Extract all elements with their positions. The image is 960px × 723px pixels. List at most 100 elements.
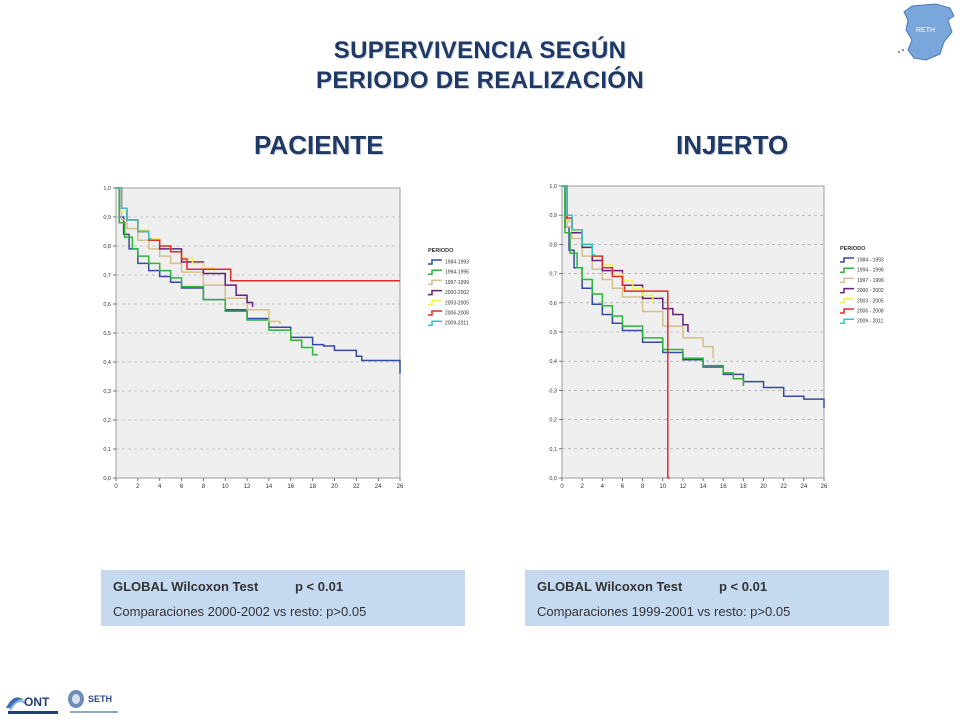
graft-series-1 <box>562 185 825 408</box>
patient-y-tick-label: 0,8 <box>103 244 111 250</box>
patient-x-tick-label: 14 <box>266 484 273 490</box>
patient-legend-swatch <box>428 259 442 265</box>
patient-x-tick-label: 18 <box>309 484 316 490</box>
graft-series-3 <box>562 185 714 359</box>
graft-x-tick-label: 18 <box>740 484 747 490</box>
graft-y-tick-label: 0,9 <box>549 213 557 219</box>
graft-x-tick-label: 12 <box>680 484 687 490</box>
graft-legend-swatch <box>840 308 854 314</box>
graft-survival-svg: 0,00,10,20,30,40,50,60,70,80,91,00 2 4 6 8 10… <box>549 184 884 490</box>
svg-text:SETH: SETH <box>88 694 112 704</box>
graft-legend-label: 2009 - 2011 <box>857 319 884 325</box>
patient-y-tick-label: 0,7 <box>103 273 111 279</box>
graft-x-tick-label: 0 <box>560 484 564 490</box>
svg-text:ONT: ONT <box>24 695 50 709</box>
patient-legend-swatch <box>428 310 442 316</box>
patient-x-tick-label: 4 <box>158 484 162 490</box>
graft-series-2 <box>562 185 745 387</box>
graft-y-tick-label: 0,1 <box>549 447 557 453</box>
graft-test-label: GLOBAL Wilcoxon Test <box>537 579 683 594</box>
patient-x-tick-label: 6 <box>180 484 184 490</box>
patient-legend-swatch <box>428 279 442 286</box>
graft-x-tick-label: 26 <box>821 484 828 490</box>
patient-y-tick-label: 0,4 <box>103 360 111 366</box>
graft-y-tick-label: 0,4 <box>549 359 557 365</box>
patient-y-tick-label: 0,1 <box>103 447 111 453</box>
graft-survival-chart: 0,0 0,1 0,2 0,3 0,4 0,5 0,6 0,7 0,8 0,9 1,0 0 2 4 6 8 10… <box>534 176 914 501</box>
patient-y-tick-label: 0,2 <box>103 418 111 424</box>
graft-legend-label: 2006 - 2008 <box>857 309 884 315</box>
patient-x-tick-label: 26 <box>397 484 404 490</box>
graft-legend-swatch <box>840 277 854 284</box>
graft-legend-swatch <box>840 287 854 294</box>
patient-x-tick-label: 12 <box>244 484 251 490</box>
graft-x-tick-label: 20 <box>760 484 767 490</box>
graft-x-tick-label: 10 <box>659 484 666 490</box>
patient-x-tick-label: 0 <box>114 484 118 490</box>
graft-y-tick-label: 0,3 <box>549 388 557 394</box>
ont-logo: ONT <box>6 695 58 714</box>
patient-survival-svg: 0,00,10,20,30,40,50,60,70,80,91,00 2 4 6 8 10… <box>103 186 469 490</box>
patient-test-label: GLOBAL Wilcoxon Test <box>113 579 259 594</box>
patient-p-value: p < 0.01 <box>295 579 344 594</box>
subtitle-injerto: INJERTO <box>676 130 789 160</box>
patient-y-tick-label: 1,0 <box>103 186 111 192</box>
patient-legend-swatch <box>428 300 442 306</box>
patient-legend-swatch <box>428 289 442 296</box>
spain-map-logo: RETH <box>896 2 960 69</box>
graft-y-tick-label: 0,7 <box>549 272 557 278</box>
graft-y-tick-label: 0,2 <box>549 418 557 424</box>
graft-x-tick-label: 22 <box>780 484 787 490</box>
graft-x-tick-label: 14 <box>700 484 707 490</box>
graft-stats-box: GLOBAL Wilcoxon Test p < 0.01 Comparacio… <box>525 570 889 626</box>
patient-x-tick-label: 8 <box>202 484 206 490</box>
patient-x-tick-label: 16 <box>287 484 294 490</box>
patient-legend-label: 1997-1999 <box>445 280 469 286</box>
svg-text:RETH: RETH <box>916 27 935 34</box>
graft-y-tick-label: 0,6 <box>549 301 557 307</box>
graft-legend-swatch <box>840 298 854 304</box>
patient-comparison: Comparaciones 2000-2002 vs resto: p>0.05 <box>113 604 367 619</box>
patient-x-tick-label: 24 <box>375 484 382 490</box>
page-title-line1: SUPERVIVENCIA SEGÚN <box>333 37 627 64</box>
patient-legend-label: 2000-2002 <box>445 290 469 296</box>
patient-y-tick-label: 0,9 <box>103 215 111 221</box>
page-title-line2: PERIODO DE REALIZACIÓN <box>316 67 644 94</box>
graft-x-tick-label: 24 <box>801 484 808 490</box>
graft-y-tick-label: 0,8 <box>549 242 557 248</box>
graft-x-tick-label: 8 <box>641 484 645 490</box>
patient-legend-label: 1984-1993 <box>445 260 469 266</box>
patient-legend-label: 2003-2005 <box>445 300 469 306</box>
patient-x-tick-label: 22 <box>353 484 360 490</box>
graft-legend-label: 2000 - 2002 <box>857 288 884 294</box>
patient-x-tick-label: 10 <box>222 484 229 490</box>
graft-legend-swatch <box>840 257 854 263</box>
graft-y-tick-label: 0,0 <box>549 476 557 482</box>
patient-y-tick-label: 0,0 <box>103 476 111 482</box>
patient-y-tick-label: 0,5 <box>103 331 111 337</box>
patient-survival-chart: 0,0 0,1 0,2 0,3 0,4 0,5 0,6 0,7 0,8 0,9 1,0 0 2 4 6 8 10… <box>88 176 488 501</box>
patient-series-2 <box>116 187 319 356</box>
graft-p-value: p < 0.01 <box>719 579 768 594</box>
graft-x-tick-label: 6 <box>621 484 625 490</box>
patient-x-tick-label: 20 <box>331 484 338 490</box>
patient-y-tick-label: 0,3 <box>103 389 111 395</box>
graft-legend-label: 1997 - 1999 <box>857 278 884 284</box>
patient-stats-box: GLOBAL Wilcoxon Test p < 0.01 Comparacio… <box>101 570 465 626</box>
patient-legend-label: 2006-2008 <box>445 311 469 317</box>
graft-legend-label: 2003 - 2005 <box>857 298 884 304</box>
graft-y-tick-label: 0,5 <box>549 330 557 336</box>
subtitle-paciente: PACIENTE <box>254 130 384 160</box>
patient-x-tick-label: 2 <box>136 484 140 490</box>
footer-logos: ONT SETH <box>4 686 124 723</box>
graft-x-tick-label: 2 <box>580 484 584 490</box>
graft-legend-swatch <box>840 267 854 273</box>
graft-series-7 <box>562 185 595 257</box>
patient-series-3 <box>116 187 281 325</box>
patient-series-7 <box>116 187 152 241</box>
patient-legend-label: 1994-1996 <box>445 270 469 276</box>
graft-test-row: GLOBAL Wilcoxon Test p < 0.01 <box>537 579 767 594</box>
graft-x-tick-label: 16 <box>720 484 727 490</box>
graft-legend-title: PERIODO <box>840 246 866 252</box>
patient-legend-swatch <box>428 320 442 326</box>
